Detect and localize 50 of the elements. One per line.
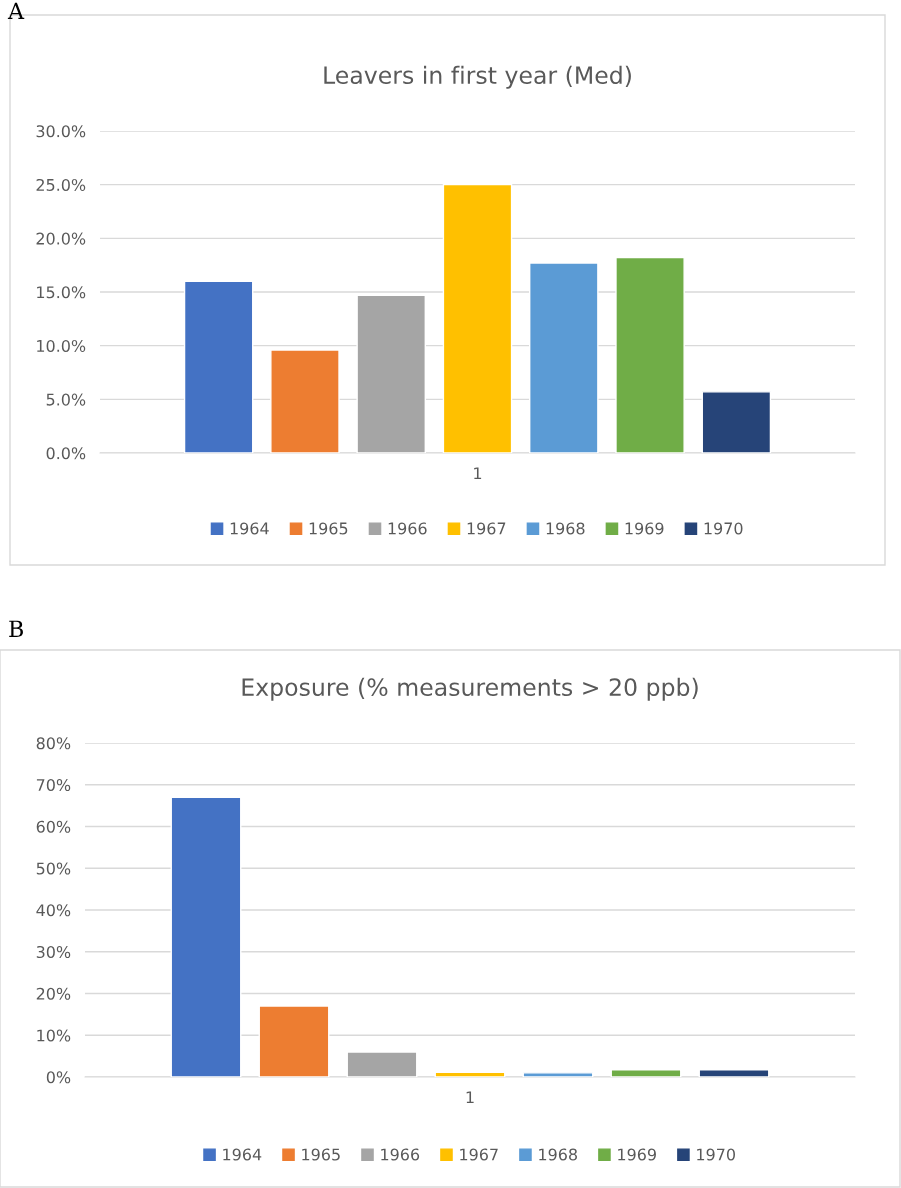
- bar: [610, 1069, 682, 1077]
- x-tick-label: 1: [466, 1091, 474, 1104]
- legend-label: 1965: [302, 1148, 340, 1161]
- y-tick-label: 30%: [36, 945, 71, 959]
- legend-label: 1969: [625, 522, 664, 535]
- y-tick-label: 30.0%: [36, 125, 86, 138]
- legend-label: 1966: [388, 522, 427, 535]
- y-tick-label: 25.0%: [36, 178, 86, 191]
- y-tick-label: 80%: [36, 737, 71, 750]
- legend-label: 1965: [309, 522, 348, 535]
- bar: [356, 294, 426, 453]
- bar: [442, 183, 513, 453]
- bar: [258, 1005, 330, 1077]
- bar: [270, 349, 340, 453]
- legend-label: 1966: [381, 1148, 420, 1161]
- y-tick-label: 60%: [36, 820, 71, 833]
- legend-label: 1967: [460, 1148, 498, 1161]
- chart-title: Leavers in first year (Med): [324, 65, 631, 89]
- legend-label: 1964: [223, 1148, 262, 1161]
- legend-label: 1967: [467, 522, 506, 535]
- y-tick-label: 10%: [37, 1029, 71, 1042]
- y-tick-label: 50%: [36, 862, 71, 875]
- bar: [701, 391, 772, 453]
- chart-title: Exposure (% measurements > 20 ppb): [242, 677, 698, 701]
- y-tick-label: 20.0%: [36, 232, 86, 245]
- bar: [183, 280, 254, 453]
- y-tick-label: 40%: [36, 904, 71, 917]
- bar: [522, 1072, 594, 1077]
- x-tick-label: 1: [474, 467, 482, 480]
- legend-label: 1969: [618, 1148, 656, 1161]
- y-tick-label: 10.0%: [37, 339, 86, 352]
- y-tick-label: 5.0%: [46, 393, 86, 406]
- bar: [170, 796, 242, 1077]
- y-tick-label: 0%: [46, 1071, 71, 1084]
- y-tick-label: 0.0%: [46, 447, 86, 460]
- legend-label: 1970: [697, 1148, 735, 1161]
- legend-label: 1968: [546, 522, 585, 535]
- bar: [434, 1071, 506, 1077]
- y-tick-label: 15.0%: [37, 286, 86, 299]
- text: B: [9, 620, 23, 637]
- text: A: [7, 2, 25, 19]
- bar: [698, 1069, 770, 1077]
- bar: [529, 262, 599, 453]
- y-tick-label: 70%: [36, 778, 71, 792]
- y-tick-label: 20%: [36, 987, 71, 1000]
- legend-label: 1968: [539, 1148, 577, 1161]
- legend-label: 1970: [704, 522, 743, 535]
- legend-label: 1964: [230, 522, 269, 535]
- bar: [615, 256, 685, 453]
- bar: [346, 1051, 418, 1077]
